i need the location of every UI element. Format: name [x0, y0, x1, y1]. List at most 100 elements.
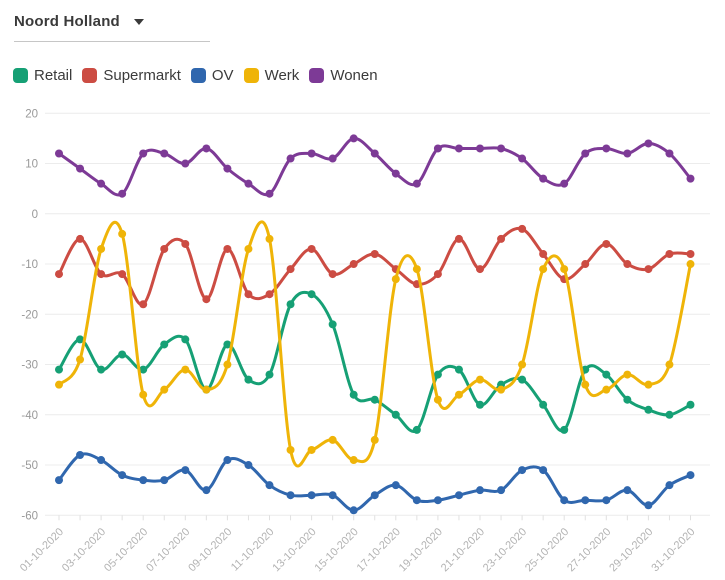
data-point-werk[interactable]	[602, 385, 611, 394]
data-point-wonen[interactable]	[370, 149, 379, 158]
data-point-werk[interactable]	[160, 385, 169, 394]
data-point-supermarkt[interactable]	[328, 270, 337, 279]
data-point-supermarkt[interactable]	[539, 250, 548, 258]
data-point-retail[interactable]	[623, 395, 632, 404]
data-point-ov[interactable]	[265, 481, 274, 490]
data-point-wonen[interactable]	[476, 144, 484, 153]
data-point-wonen[interactable]	[454, 144, 463, 153]
data-point-wonen[interactable]	[391, 169, 400, 178]
data-point-retail[interactable]	[539, 400, 548, 409]
data-point-wonen[interactable]	[118, 189, 127, 198]
data-point-supermarkt[interactable]	[181, 239, 190, 248]
data-point-supermarkt[interactable]	[160, 244, 169, 253]
data-point-supermarkt[interactable]	[581, 260, 590, 269]
data-point-ov[interactable]	[307, 491, 316, 500]
data-point-werk[interactable]	[307, 445, 316, 454]
data-point-werk[interactable]	[623, 370, 632, 379]
data-point-wonen[interactable]	[433, 144, 442, 153]
data-point-werk[interactable]	[433, 395, 442, 404]
data-point-werk[interactable]	[349, 456, 358, 465]
data-point-wonen[interactable]	[328, 154, 337, 163]
data-point-supermarkt[interactable]	[244, 290, 253, 299]
data-point-ov[interactable]	[476, 486, 484, 495]
data-point-supermarkt[interactable]	[370, 250, 379, 258]
data-point-ov[interactable]	[223, 456, 232, 465]
data-point-ov[interactable]	[497, 486, 506, 495]
data-point-retail[interactable]	[55, 365, 63, 374]
data-point-ov[interactable]	[644, 501, 653, 510]
data-point-supermarkt[interactable]	[223, 244, 232, 253]
data-point-werk[interactable]	[454, 390, 463, 399]
data-point-supermarkt[interactable]	[349, 260, 358, 269]
data-point-ov[interactable]	[433, 496, 442, 505]
data-point-supermarkt[interactable]	[118, 270, 127, 279]
data-point-werk[interactable]	[181, 365, 190, 374]
data-point-wonen[interactable]	[560, 179, 569, 188]
data-point-retail[interactable]	[349, 390, 358, 399]
data-point-ov[interactable]	[160, 476, 169, 485]
data-point-wonen[interactable]	[97, 179, 106, 188]
data-point-ov[interactable]	[370, 491, 379, 500]
data-point-supermarkt[interactable]	[454, 234, 463, 243]
data-point-retail[interactable]	[370, 395, 379, 404]
data-point-supermarkt[interactable]	[644, 265, 653, 274]
data-point-wonen[interactable]	[686, 174, 695, 183]
data-point-retail[interactable]	[139, 365, 148, 374]
data-point-supermarkt[interactable]	[286, 265, 295, 274]
legend-item-supermarkt[interactable]: Supermarkt	[82, 67, 181, 84]
data-point-supermarkt[interactable]	[202, 295, 211, 304]
data-point-retail[interactable]	[391, 410, 400, 419]
data-point-retail[interactable]	[265, 370, 274, 379]
data-point-retail[interactable]	[665, 410, 674, 419]
data-point-werk[interactable]	[202, 385, 211, 394]
data-point-ov[interactable]	[602, 496, 611, 505]
data-point-wonen[interactable]	[265, 189, 274, 198]
data-point-supermarkt[interactable]	[97, 270, 106, 279]
data-point-wonen[interactable]	[581, 149, 590, 158]
data-point-ov[interactable]	[665, 481, 674, 490]
data-point-wonen[interactable]	[286, 154, 295, 163]
data-point-retail[interactable]	[118, 350, 127, 359]
data-point-retail[interactable]	[244, 375, 253, 384]
data-point-ov[interactable]	[244, 461, 253, 470]
data-point-retail[interactable]	[328, 320, 337, 329]
data-point-werk[interactable]	[686, 260, 695, 269]
data-point-supermarkt[interactable]	[602, 239, 611, 248]
data-point-wonen[interactable]	[497, 144, 506, 153]
data-point-ov[interactable]	[202, 486, 211, 495]
data-point-ov[interactable]	[454, 491, 463, 500]
data-point-supermarkt[interactable]	[433, 270, 442, 279]
data-point-wonen[interactable]	[665, 149, 674, 158]
data-point-ov[interactable]	[623, 486, 632, 495]
data-point-supermarkt[interactable]	[497, 234, 506, 243]
data-point-werk[interactable]	[55, 380, 63, 389]
data-point-wonen[interactable]	[412, 179, 421, 188]
data-point-retail[interactable]	[160, 340, 169, 349]
data-point-retail[interactable]	[181, 335, 190, 344]
data-point-werk[interactable]	[244, 244, 253, 253]
data-point-werk[interactable]	[370, 435, 379, 444]
data-point-ov[interactable]	[349, 506, 358, 515]
data-point-ov[interactable]	[76, 451, 85, 459]
data-point-wonen[interactable]	[160, 149, 169, 158]
data-point-wonen[interactable]	[539, 174, 548, 183]
data-point-werk[interactable]	[286, 445, 295, 454]
data-point-wonen[interactable]	[223, 164, 232, 173]
data-point-werk[interactable]	[560, 265, 569, 274]
data-point-ov[interactable]	[581, 496, 590, 505]
data-point-werk[interactable]	[581, 380, 590, 389]
data-point-wonen[interactable]	[644, 139, 653, 148]
data-point-supermarkt[interactable]	[665, 250, 674, 258]
legend-item-retail[interactable]: Retail	[13, 67, 72, 84]
data-point-werk[interactable]	[76, 355, 85, 364]
data-point-retail[interactable]	[560, 425, 569, 434]
data-point-retail[interactable]	[644, 405, 653, 414]
data-point-supermarkt[interactable]	[518, 224, 527, 233]
data-point-ov[interactable]	[55, 476, 63, 485]
legend-item-werk[interactable]: Werk	[243, 67, 299, 84]
data-point-ov[interactable]	[286, 491, 295, 500]
data-point-retail[interactable]	[412, 425, 421, 434]
data-point-werk[interactable]	[265, 234, 274, 243]
data-point-retail[interactable]	[307, 290, 316, 299]
data-point-wonen[interactable]	[602, 144, 611, 153]
